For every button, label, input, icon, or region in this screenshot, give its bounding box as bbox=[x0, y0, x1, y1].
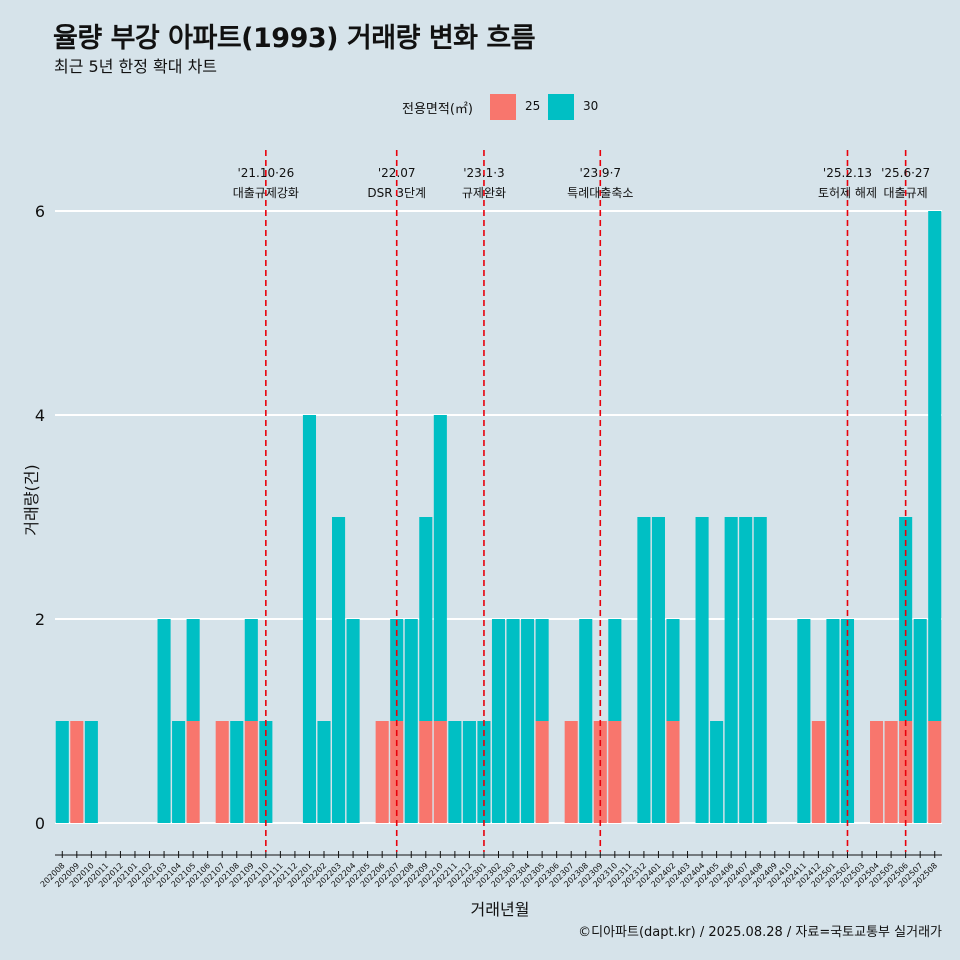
event-name-label: DSR 3단계 bbox=[367, 186, 426, 200]
bar-30 bbox=[302, 415, 317, 823]
bar-30 bbox=[666, 619, 680, 721]
y-tick-label: 0 bbox=[35, 814, 45, 833]
bar-25 bbox=[535, 721, 549, 823]
legend-label-25: 25 bbox=[525, 99, 541, 113]
legend-label-30: 30 bbox=[583, 99, 599, 113]
x-axis-label: 거래년월 bbox=[470, 900, 530, 919]
bar-25 bbox=[928, 721, 942, 823]
event-date-label: '22.07 bbox=[378, 166, 416, 180]
bar-30 bbox=[899, 517, 913, 721]
y-tick-label: 6 bbox=[35, 202, 45, 221]
bar-30 bbox=[753, 517, 767, 823]
bar-30 bbox=[535, 619, 549, 721]
bar-25 bbox=[564, 721, 578, 823]
bar-30 bbox=[928, 211, 942, 721]
bar-25 bbox=[433, 721, 447, 823]
event-date-label: '25.2.13 bbox=[823, 166, 872, 180]
bar-25 bbox=[870, 721, 884, 823]
bar-25 bbox=[419, 721, 433, 823]
bar-25 bbox=[70, 721, 84, 823]
bar-25 bbox=[666, 721, 680, 823]
bar-25 bbox=[884, 721, 898, 823]
bar-30 bbox=[608, 619, 622, 721]
y-tick-label: 2 bbox=[35, 610, 45, 629]
legend-swatch-30 bbox=[548, 94, 574, 120]
event-name-label: 특례대출축소 bbox=[567, 186, 633, 200]
bar-30 bbox=[637, 517, 651, 823]
legend-swatch-25 bbox=[490, 94, 516, 120]
chart-title: 율량 부강 아파트(1993) 거래량 변화 흐름 bbox=[53, 23, 536, 54]
legend: 전용면적(㎡) 25 30 bbox=[0, 93, 960, 121]
bar-25 bbox=[811, 721, 825, 823]
bar-30 bbox=[244, 619, 258, 721]
event-name-label: 토허제 해제 bbox=[818, 186, 877, 200]
bar-30 bbox=[521, 619, 535, 823]
event-name-label: 대출규제강화 bbox=[233, 186, 299, 200]
bar-30 bbox=[404, 619, 418, 823]
bar-30 bbox=[913, 619, 927, 823]
y-axis-label: 거래량(건) bbox=[22, 464, 41, 536]
event-date-label: '21.10·26 bbox=[237, 166, 294, 180]
legend-title: 전용면적(㎡) bbox=[402, 102, 473, 117]
bar-25 bbox=[375, 721, 389, 823]
bar-30 bbox=[448, 721, 462, 823]
bar-30 bbox=[651, 517, 665, 823]
event-date-label: '25.6·27 bbox=[881, 166, 930, 180]
bar-30 bbox=[797, 619, 811, 823]
bar-30 bbox=[230, 721, 244, 823]
chart-subtitle: 최근 5년 한정 확대 차트 bbox=[54, 57, 218, 76]
source-caption: ©디아파트(dapt.kr) / 2025.08.28 / 자료=국토교통부 실… bbox=[578, 925, 942, 940]
bar-30 bbox=[157, 619, 171, 823]
bar-30 bbox=[55, 721, 69, 823]
event-name-label: 규제완화 bbox=[462, 186, 506, 200]
bar-30 bbox=[433, 415, 447, 721]
bar-30 bbox=[186, 619, 200, 721]
bar-25 bbox=[215, 721, 229, 823]
bar-30 bbox=[491, 619, 506, 823]
bar-25 bbox=[186, 721, 200, 823]
bar-30 bbox=[695, 517, 709, 823]
bar-30 bbox=[506, 619, 520, 823]
bar-25 bbox=[244, 721, 258, 823]
bar-30 bbox=[419, 517, 433, 721]
bar-30 bbox=[172, 721, 186, 823]
bar-30 bbox=[462, 721, 476, 823]
y-tick-label: 4 bbox=[35, 406, 45, 425]
event-date-label: '23.1·3 bbox=[463, 166, 504, 180]
event-name-label: 대출규제 bbox=[884, 186, 928, 200]
bar-30 bbox=[724, 517, 738, 823]
bar-30 bbox=[84, 721, 98, 823]
bar-30 bbox=[332, 517, 346, 823]
bar-25 bbox=[608, 721, 622, 823]
bar-30 bbox=[346, 619, 360, 823]
bar-30 bbox=[826, 619, 840, 823]
bar-30 bbox=[710, 721, 724, 823]
event-date-label: '23.9·7 bbox=[580, 166, 621, 180]
bar-30 bbox=[739, 517, 753, 823]
bar-30 bbox=[317, 721, 331, 823]
bar-30 bbox=[579, 619, 593, 823]
